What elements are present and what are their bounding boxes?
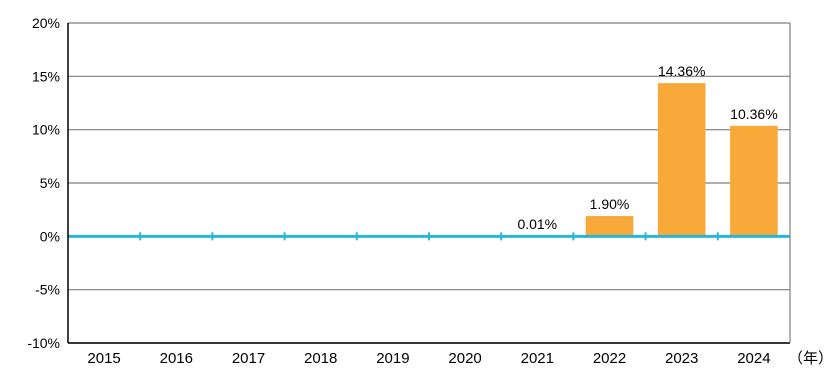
x-tick-labels: 2015 2016 2017 2018 2019 2020 2021 2022 2023 2024 (87, 350, 770, 367)
y-tick-label: 0% (40, 228, 60, 244)
bar (657, 83, 706, 237)
x-axis-unit-label: （年） (788, 350, 825, 367)
x-tick-label: 2018 (304, 350, 337, 367)
data-labels: 0.01% 1.90% 14.36% 10.36% (517, 63, 777, 232)
bars (513, 83, 778, 237)
y-tick-label: -10% (27, 335, 60, 351)
x-tick-label: 2016 (160, 350, 193, 367)
data-label: 1.90% (590, 196, 630, 212)
data-label: 0.01% (517, 216, 557, 232)
x-tick-label: 2024 (737, 350, 770, 367)
x-tick-label: 2015 (87, 350, 120, 367)
zero-line (68, 232, 790, 241)
x-tick-label: 2019 (376, 350, 409, 367)
y-tick-label: 15% (32, 68, 60, 84)
bar (585, 216, 634, 237)
x-tick-label: 2020 (448, 350, 481, 367)
x-tick-label: 2022 (593, 350, 626, 367)
y-tick-labels: 20% 15% 10% 5% 0% -5% -10% (27, 15, 60, 351)
data-label: 14.36% (658, 63, 705, 79)
y-tick-label: 10% (32, 122, 60, 138)
x-tick-label: 2021 (521, 350, 554, 367)
bar (730, 125, 778, 237)
axes (67, 23, 791, 344)
data-label: 10.36% (730, 106, 777, 122)
y-tick-label: 20% (32, 15, 60, 31)
y-tick-label: -5% (35, 282, 60, 298)
y-tick-label: 5% (40, 175, 60, 191)
x-tick-label: 2023 (665, 350, 698, 367)
x-tick-label: 2017 (232, 350, 265, 367)
